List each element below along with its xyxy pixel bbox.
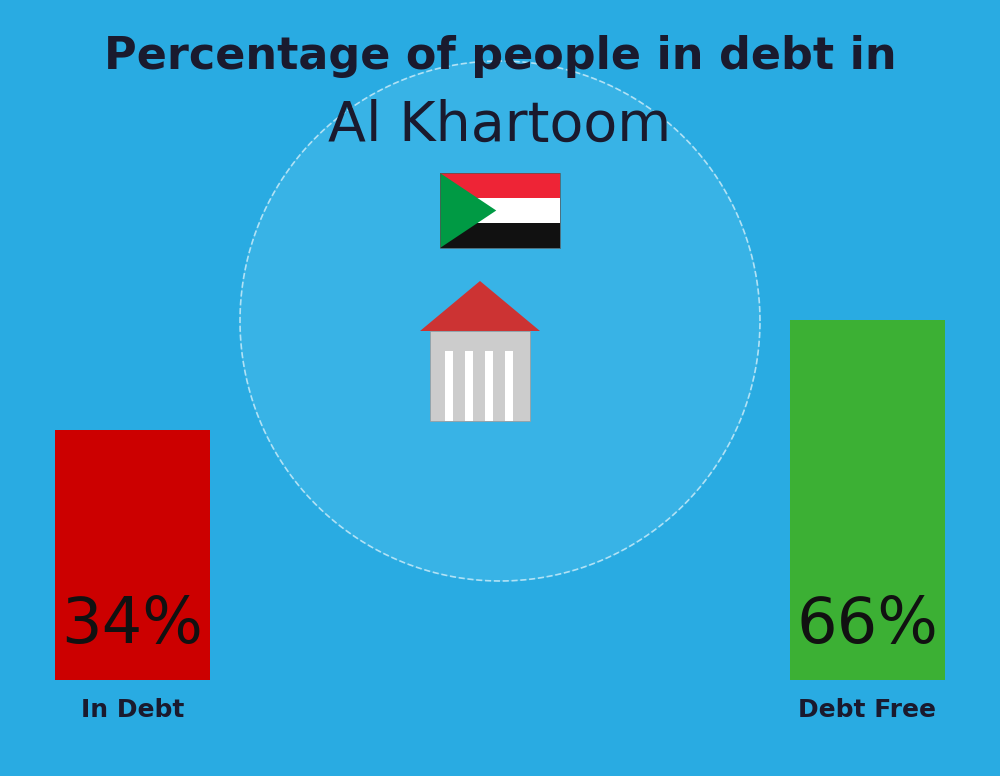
Bar [440,223,560,248]
Bar [445,351,453,421]
Text: In Debt: In Debt [81,698,184,722]
Bar [485,351,493,421]
Bar [465,351,473,421]
Text: 34%: 34% [62,594,203,656]
Bar [440,173,560,198]
Polygon shape [440,173,496,248]
Text: Debt Free: Debt Free [798,698,936,722]
Text: 66%: 66% [797,594,938,656]
Polygon shape [420,281,540,331]
Circle shape [240,61,760,581]
Bar [440,173,560,248]
Text: Percentage of people in debt in: Percentage of people in debt in [104,34,896,78]
Bar [55,430,210,680]
Bar [430,331,530,421]
Bar [440,198,560,223]
Bar [505,351,513,421]
Bar [790,320,945,680]
Text: Al Khartoom: Al Khartoom [328,99,672,153]
